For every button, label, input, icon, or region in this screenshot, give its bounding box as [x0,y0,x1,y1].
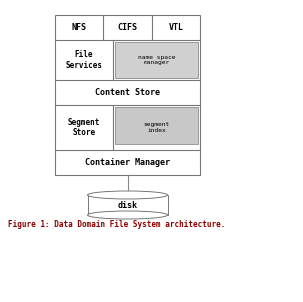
Ellipse shape [88,191,168,199]
Text: name space
manager: name space manager [138,55,175,66]
Bar [115,42,198,78]
Bar [115,107,198,144]
Text: Figure 1: Data Domain File System architecture.: Figure 1: Data Domain File System archit… [8,220,225,229]
Text: Segment
Store: Segment Store [68,118,100,137]
Text: NFS: NFS [72,23,87,32]
Text: File
Services: File Services [65,50,102,70]
Text: segment
index: segment index [143,122,170,133]
Text: VTL: VTL [168,23,183,32]
Bar [55,15,200,175]
Bar [88,195,168,215]
Text: Container Manager: Container Manager [85,158,170,167]
Ellipse shape [88,211,168,219]
Text: CIFS: CIFS [118,23,138,32]
Text: disk: disk [118,201,138,210]
Text: Content Store: Content Store [95,88,160,97]
